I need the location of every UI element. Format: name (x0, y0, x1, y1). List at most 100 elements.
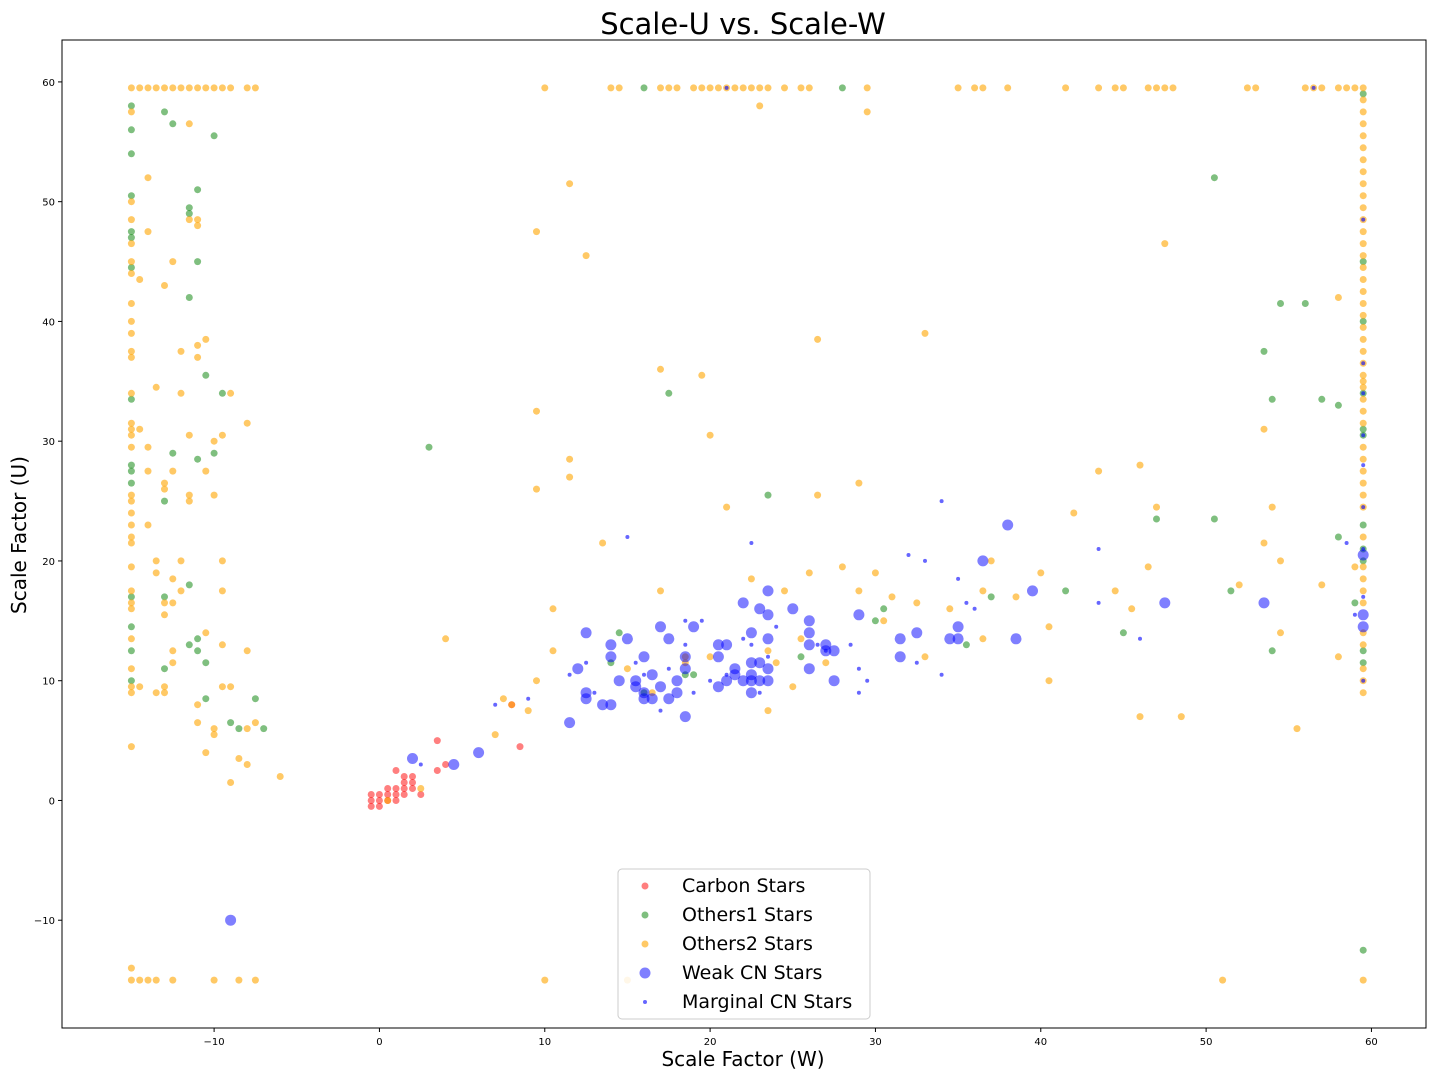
data-point (227, 683, 235, 691)
data-point (144, 443, 152, 451)
data-point (698, 84, 706, 92)
data-point (251, 84, 259, 92)
data-point (1359, 533, 1367, 541)
data-point (235, 755, 243, 762)
data-point (1359, 132, 1367, 140)
data-point (741, 636, 746, 641)
data-point (1062, 84, 1070, 92)
x-axis-title: Scale Factor (W) (661, 1047, 824, 1071)
data-point (127, 353, 135, 361)
data-point (533, 228, 540, 236)
data-point (1359, 108, 1367, 116)
data-point (1219, 976, 1227, 984)
data-point (762, 609, 774, 621)
data-point (400, 791, 408, 798)
data-point (1128, 605, 1136, 613)
series-carbon-stars (367, 701, 524, 810)
series-others2-stars (127, 84, 1367, 984)
data-point (987, 557, 995, 565)
legend-marker-marginal-cn (643, 1000, 647, 1004)
data-point (235, 976, 243, 984)
data-point (566, 473, 574, 481)
data-point (737, 675, 749, 687)
data-point (1010, 633, 1022, 645)
data-point (127, 467, 135, 475)
data-point (1359, 641, 1367, 649)
data-point (127, 533, 135, 541)
data-point (1070, 509, 1078, 517)
series-others1-stars (127, 84, 1367, 954)
data-point (880, 605, 888, 613)
data-point (894, 633, 906, 645)
data-point (979, 635, 987, 643)
data-point (803, 663, 815, 675)
data-point (642, 672, 646, 677)
data-point (913, 599, 921, 607)
data-point (764, 491, 772, 499)
data-point (888, 593, 896, 601)
data-point (623, 665, 631, 673)
data-point (1144, 563, 1152, 571)
data-point (749, 541, 754, 545)
data-point (185, 431, 193, 439)
data-point (400, 779, 408, 786)
data-point (1161, 84, 1169, 92)
data-point (1359, 347, 1367, 355)
data-point (754, 603, 766, 615)
data-point (1318, 581, 1326, 589)
data-point (921, 329, 929, 337)
data-point (671, 675, 683, 687)
data-point (127, 389, 135, 397)
data-point (1359, 311, 1367, 319)
data-point (169, 659, 177, 667)
data-point (638, 651, 650, 663)
data-point (235, 725, 243, 733)
data-point (433, 767, 441, 774)
data-point (567, 672, 572, 677)
data-point (1096, 547, 1101, 551)
data-point (185, 294, 193, 301)
data-point (516, 743, 524, 751)
data-point (1144, 84, 1152, 92)
data-point (169, 120, 177, 128)
data-point (442, 761, 450, 768)
data-point (161, 479, 168, 487)
data-point (161, 683, 168, 691)
data-point (185, 204, 193, 212)
data-point (218, 587, 226, 595)
data-point (409, 773, 416, 780)
data-point (136, 84, 144, 92)
legend-label-others1: Others1 Stars (682, 904, 813, 926)
data-point (657, 365, 664, 373)
data-point (161, 665, 168, 673)
data-point (127, 240, 135, 248)
data-point (1334, 84, 1342, 92)
data-point (549, 605, 557, 613)
data-point (152, 383, 160, 391)
data-point (724, 85, 729, 90)
data-point (1361, 678, 1366, 683)
data-point (185, 210, 193, 218)
data-point (1136, 461, 1144, 469)
data-point (658, 708, 663, 713)
data-point (564, 717, 576, 729)
data-point (1268, 395, 1276, 403)
data-point (946, 605, 954, 613)
data-point (679, 711, 691, 723)
data-point (127, 102, 135, 110)
data-point (152, 557, 160, 565)
x-tick-label: −10 (204, 1037, 225, 1048)
data-point (592, 690, 597, 695)
y-tick-label: 20 (42, 557, 55, 568)
data-point (202, 695, 210, 703)
legend-label-weak-cn: Weak CN Stars (682, 962, 822, 984)
data-point (161, 599, 168, 607)
data-point (923, 558, 927, 563)
data-point (805, 569, 813, 577)
data-point (1359, 276, 1367, 283)
data-point (194, 701, 202, 709)
data-point (749, 642, 754, 647)
data-point (210, 449, 218, 457)
data-point (1004, 84, 1012, 92)
data-point (1359, 491, 1367, 499)
